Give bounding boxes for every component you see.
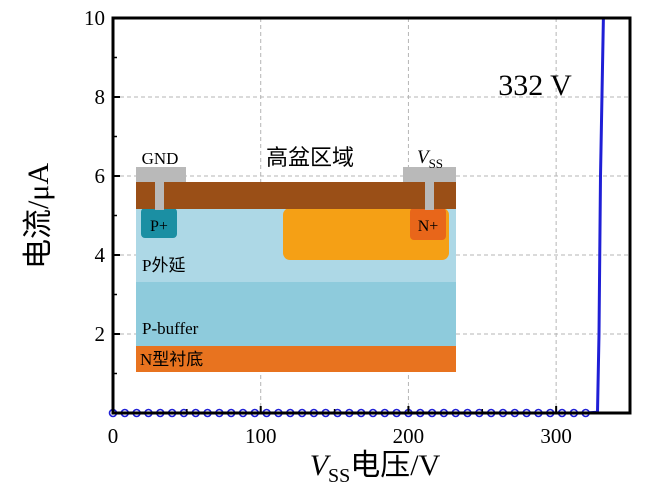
x-axis-title: VSS电压/V — [310, 449, 441, 487]
gnd-via — [155, 180, 164, 210]
y-tick-label: 2 — [95, 322, 106, 346]
x-tick-label: 200 — [393, 424, 425, 448]
breakdown-annotation: 332 V — [498, 69, 572, 102]
n-plus-label: N+ — [418, 218, 439, 235]
vss-label: VSS — [417, 147, 443, 171]
p-buffer-layer — [136, 282, 456, 346]
y-tick-label: 6 — [95, 164, 106, 188]
device-inset: GND VSS 高盆区域 P+ N+ P外延 P-buffer N型衬底 — [136, 145, 456, 372]
y-tick-label: 8 — [95, 85, 106, 109]
y-tick-label: 4 — [95, 243, 106, 267]
n-substrate-layer — [136, 346, 456, 372]
x-tick-label: 300 — [540, 424, 572, 448]
ticks: 0 100 200 300 2 4 6 8 10 — [84, 6, 572, 448]
top-oxide-layer — [136, 182, 456, 209]
gnd-label: GND — [142, 149, 179, 168]
x-tick-label: 0 — [108, 424, 119, 448]
p-plus-region — [141, 208, 177, 238]
n-plus-region — [410, 208, 446, 240]
vss-via — [425, 180, 434, 210]
p-epi-label: P外延 — [142, 256, 185, 275]
x-tick-label: 100 — [245, 424, 277, 448]
vss-contact — [403, 167, 456, 182]
inset-title: 高盆区域 — [266, 145, 354, 170]
p-plus-label: P+ — [150, 218, 168, 235]
p-buffer-label: P-buffer — [142, 319, 199, 338]
gnd-contact — [136, 167, 186, 182]
y-tick-label: 10 — [84, 6, 105, 30]
y-axis-title: 电流/μA — [22, 163, 55, 269]
high-well-region — [283, 208, 449, 260]
n-substrate-label: N型衬底 — [140, 350, 203, 369]
